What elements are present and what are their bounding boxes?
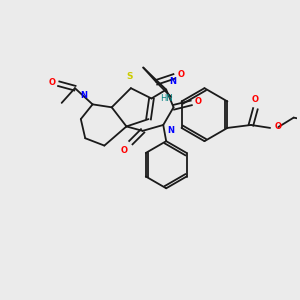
Text: S: S xyxy=(126,72,133,81)
Text: O: O xyxy=(195,97,202,106)
Text: N: N xyxy=(80,91,87,100)
Text: N: N xyxy=(170,77,177,86)
Text: O: O xyxy=(274,122,281,131)
Text: O: O xyxy=(178,70,185,80)
Text: O: O xyxy=(252,95,259,104)
Text: O: O xyxy=(48,78,55,87)
Text: O: O xyxy=(120,146,127,154)
Text: HN: HN xyxy=(160,94,173,103)
Text: N: N xyxy=(167,126,174,135)
